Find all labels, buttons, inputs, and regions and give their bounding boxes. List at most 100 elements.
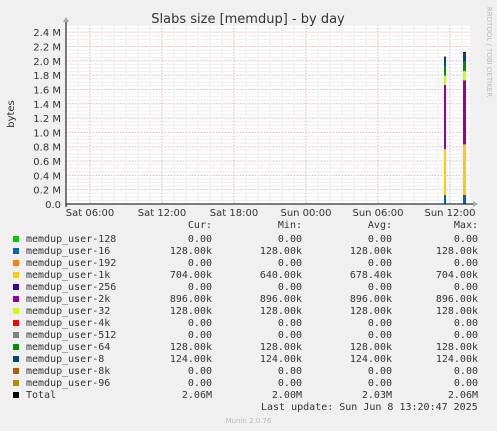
x-tick-labels: Sat 06:00 Sat 12:00 Sat 18:00 Sun 00:00 Sun … [66, 208, 476, 219]
legend-min-value: 2.00M [271, 390, 302, 401]
y-tick-label: 0.4 M [33, 171, 61, 182]
legend-avg-value: 128.00k [349, 306, 392, 317]
legend-max-value: 0.00 [453, 282, 478, 293]
stack-segment [444, 66, 446, 76]
legend-swatch [13, 368, 19, 374]
legend-swatch [13, 284, 19, 290]
y-tick-label: 2.4 M [33, 28, 61, 39]
legend-series-name: memdup_user-64 [26, 342, 111, 353]
legend-avg-value: 0.00 [367, 366, 392, 377]
legend-max-value: 0.00 [453, 258, 478, 269]
legend-min-value: 640.00k [259, 270, 302, 281]
legend-series-name: memdup_user-128 [26, 234, 117, 245]
stack-segment [463, 61, 466, 72]
legend-cur-value: 0.00 [187, 366, 212, 377]
legend-swatch [13, 296, 19, 302]
legend-avg-value: 128.00k [349, 246, 392, 257]
legend-max-value: 128.00k [435, 246, 478, 257]
y-tick-label: 1.6 M [33, 85, 61, 96]
legend-avg-value: 128.00k [349, 342, 392, 353]
legend-swatch [13, 392, 19, 398]
legend-avg-value: 0.00 [367, 318, 392, 329]
munin-footer: Munin 2.0.76 [225, 417, 272, 425]
data-marks [444, 52, 466, 204]
legend-min-value: 124.00k [259, 354, 302, 365]
legend-max-value: 0.00 [453, 234, 478, 245]
legend-swatch [13, 344, 19, 350]
legend-max-value: 896.00k [435, 294, 478, 305]
legend-swatch [13, 260, 19, 266]
legend-min-value: 128.00k [259, 306, 302, 317]
legend-swatch [13, 380, 19, 386]
legend-avg-value: 0.00 [367, 258, 392, 269]
legend-cur-value: 2.06M [181, 390, 212, 401]
legend-cur-value: 128.00k [169, 246, 212, 257]
last-update: Last update: Sun Jun 8 13:20:47 2025 [261, 402, 478, 413]
legend-min-value: 0.00 [277, 366, 302, 377]
legend-cur-value: 0.00 [187, 258, 212, 269]
legend-cur-value: 0.00 [187, 318, 212, 329]
legend-cur-value: 128.00k [169, 342, 212, 353]
legend-cur-value: 0.00 [187, 234, 212, 245]
y-tick-label: 2.0 M [33, 57, 61, 68]
legend-max-value: 128.00k [435, 342, 478, 353]
stack-segment [463, 53, 466, 62]
x-tick-label: Sun 00:00 [280, 208, 331, 219]
legend-series-name: memdup_user-256 [26, 282, 117, 293]
y-tick-label: 0.0 [45, 200, 61, 211]
stack-segment [444, 57, 446, 67]
legend-avg-value: 2.03M [361, 390, 392, 401]
stack-segment [463, 144, 466, 195]
y-tick-label: 0.2 M [33, 186, 61, 197]
rrdtool-watermark: RRDTOOL / TOBI OETIKER [485, 7, 493, 97]
legend-max-value: 124.00k [435, 354, 478, 365]
legend-cur-value: 0.00 [187, 378, 212, 389]
legend-series-name: memdup_user-1k [26, 270, 111, 281]
y-tick-label: 1.0 M [33, 128, 61, 139]
stack-segment [444, 75, 446, 85]
legend-series-name: memdup_user-32 [26, 306, 111, 317]
total-mark [444, 56, 446, 58]
legend-series-name: memdup_user-512 [26, 330, 117, 341]
legend-series-name: memdup_user-2k [26, 294, 111, 305]
col-avg-header: Avg: [367, 220, 392, 231]
legend-swatch [13, 248, 19, 254]
chart-title: Slabs size [memdup] - by day [151, 12, 345, 27]
legend-series-name: memdup_user-4k [26, 318, 111, 329]
legend-max-value: 0.00 [453, 318, 478, 329]
col-max-header: Max: [453, 220, 478, 231]
stack-segment [463, 80, 466, 145]
legend-cur-value: 124.00k [169, 354, 212, 365]
stack-segment [463, 194, 466, 204]
legend-series-name: Total [26, 390, 57, 401]
y-tick-label: 0.8 M [33, 143, 61, 154]
x-tick-label: Sat 12:00 [138, 208, 186, 219]
y-tick-label: 2.2 M [33, 42, 61, 53]
x-tick-label: Sat 18:00 [210, 208, 258, 219]
legend-min-value: 0.00 [277, 282, 302, 293]
stack-segment [444, 149, 446, 195]
legend-swatch [13, 320, 19, 326]
legend-max-value: 128.00k [435, 306, 478, 317]
x-tick-label: Sun 12:00 [424, 208, 475, 219]
legend-cur-value: 0.00 [187, 282, 212, 293]
legend-series-name: memdup_user-8 [26, 354, 105, 365]
legend-min-value: 896.00k [259, 294, 302, 305]
y-tick-labels: 0.0 0.2 M 0.4 M 0.6 M 0.8 M 1.0 M 1.2 M 1.4 M 1.… [33, 28, 61, 211]
col-min-header: Min: [277, 220, 302, 231]
legend-avg-value: 896.00k [349, 294, 392, 305]
legend-avg-value: 0.00 [367, 234, 392, 245]
y-tick-label: 1.8 M [33, 71, 61, 82]
legend-max-value: 0.00 [453, 330, 478, 341]
y-tick-label: 1.4 M [33, 100, 61, 111]
stack-segment [444, 84, 446, 150]
legend-swatch [13, 272, 19, 278]
x-axis-arrow [473, 201, 478, 207]
legend-max-value: 2.06M [447, 390, 478, 401]
legend-cur-value: 704.00k [169, 270, 212, 281]
legend-avg-value: 0.00 [367, 282, 392, 293]
col-cur-header: Cur: [187, 220, 212, 231]
legend-avg-value: 124.00k [349, 354, 392, 365]
stack-segment [444, 194, 446, 204]
